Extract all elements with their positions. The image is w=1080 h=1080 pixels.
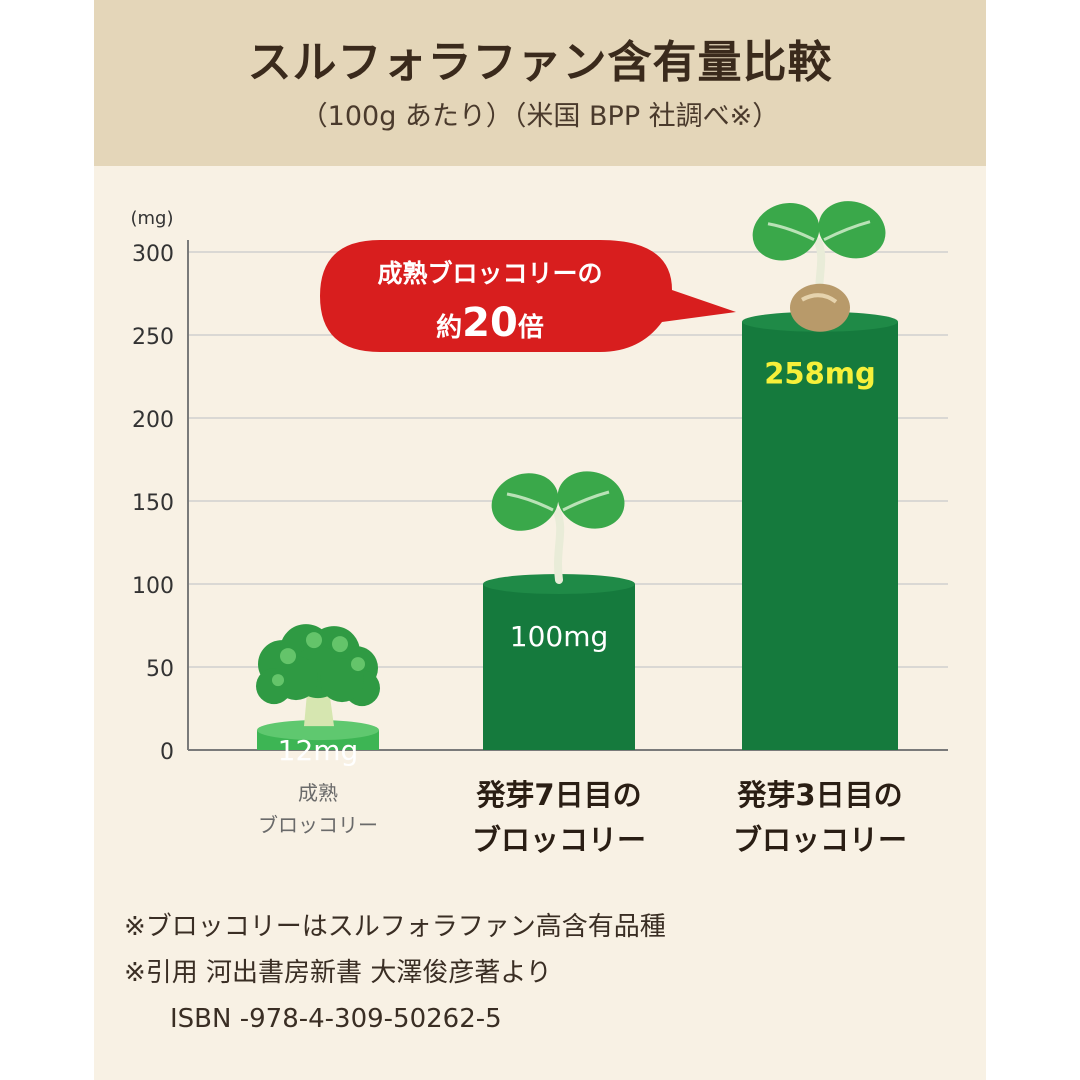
callout-line2: 約20倍 xyxy=(436,300,544,346)
y-tick-label: 150 xyxy=(132,491,174,516)
footnotes: ※ブロッコリーはスルフォラファン高含有品種 ※引用 河出書房新書 大澤俊彦著より… xyxy=(124,904,666,1042)
callout-line1: 成熟ブロッコリーの xyxy=(377,259,602,288)
bar xyxy=(483,584,635,750)
sulforaphane-bar-chart: 050100150200250300(mg)12mg100mg258mg成熟ブロ… xyxy=(130,201,948,857)
x-category-label-line2: ブロッコリー xyxy=(258,813,378,837)
x-category-label-line2: ブロッコリー xyxy=(733,823,907,857)
x-category-label-line2: ブロッコリー xyxy=(472,823,646,857)
seed-icon xyxy=(790,283,850,332)
y-axis-unit: (mg) xyxy=(130,208,173,229)
seed-highlight xyxy=(801,293,838,304)
sprout-icon xyxy=(491,471,625,584)
callout-bubble xyxy=(320,240,736,352)
y-tick-label: 50 xyxy=(146,657,174,682)
y-tick-label: 200 xyxy=(132,408,174,433)
y-tick-label: 100 xyxy=(132,574,174,599)
broccoli-icon xyxy=(256,624,380,727)
y-tick-label: 250 xyxy=(132,325,174,350)
bar xyxy=(742,321,898,750)
y-tick-label: 300 xyxy=(132,242,174,267)
x-category-label-line1: 発芽7日目の xyxy=(475,778,641,812)
footnote-variety: ※ブロッコリーはスルフォラファン高含有品種 xyxy=(124,912,666,942)
footnote-isbn: ISBN -978-4-309-50262-5 xyxy=(170,1004,502,1034)
x-category-label-line1: 成熟 xyxy=(298,781,338,805)
footnote-citation: ※引用 河出書房新書 大澤俊彦著より xyxy=(124,958,552,988)
header-band: スルフォラファン含有量比較 （100g あたり）（米国 BPP 社調べ※） xyxy=(94,0,986,166)
bar-value-label: 12mg xyxy=(278,734,359,767)
bar-value-label: 258mg xyxy=(764,357,876,391)
x-category-label-line1: 発芽3日目の xyxy=(736,778,902,812)
y-tick-label: 0 xyxy=(160,740,174,765)
bar-value-label: 100mg xyxy=(510,620,609,653)
chart-subtitle: （100g あたり）（米国 BPP 社調べ※） xyxy=(300,101,780,132)
bar-top xyxy=(257,720,379,741)
chart-title: スルフォラファン含有量比較 xyxy=(247,37,833,88)
